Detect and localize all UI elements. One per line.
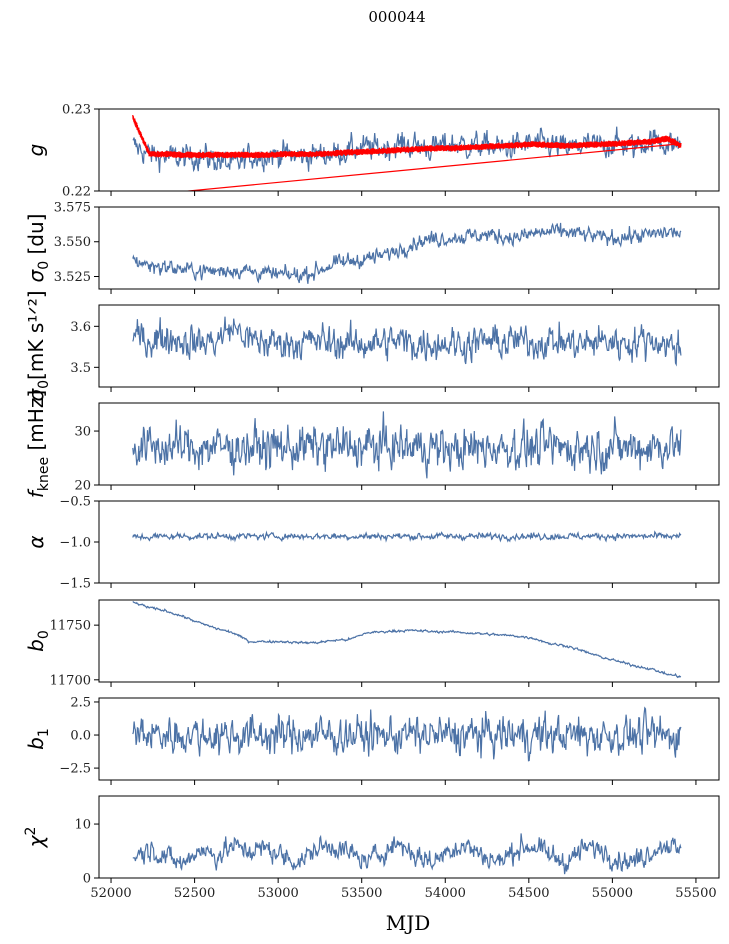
series-line-chi2	[132, 833, 682, 875]
series-line-fknee	[132, 411, 682, 479]
panel-7: −2.5 0.0 2.5 b1	[24, 695, 720, 785]
panel-4: 20 30 fknee [mHz]	[24, 390, 720, 498]
axes-frame	[98, 500, 720, 584]
panel-3: 3.5 3.6 σ0[mK s¹ᐟ²]	[24, 290, 720, 402]
x-tick-label: 52500	[174, 886, 215, 901]
y-tick-label: 20	[74, 479, 91, 494]
y-axis-label: χ2	[23, 827, 48, 849]
x-tick-label: 55500	[675, 886, 716, 901]
y-axis-label: α	[24, 535, 48, 548]
y-tick-label: 3.550	[54, 235, 91, 250]
y-tick-label: −1.5	[59, 577, 91, 592]
series-line-sigma0_du	[132, 222, 682, 284]
x-tick-label: 53000	[257, 886, 298, 901]
series-line-b1	[132, 706, 682, 762]
y-axis-label: σ0 [du]	[24, 214, 52, 283]
axes-frame	[98, 108, 720, 192]
y-tick-label: 0	[83, 872, 91, 887]
axes-frame	[98, 304, 720, 388]
y-tick-label: 3.6	[70, 320, 91, 335]
y-axis-label: fknee [mHz]	[24, 390, 52, 498]
axes-frame	[98, 402, 720, 486]
y-tick-label: 2.5	[70, 695, 91, 710]
y-tick-label: 11750	[50, 619, 91, 634]
series-line-g-model	[132, 114, 682, 191]
y-axis-label: σ0[mK s¹ᐟ²]	[24, 290, 52, 401]
y-tick-label: 3.5	[70, 361, 91, 376]
y-tick-label: 30	[74, 425, 91, 440]
x-tick-label: 53500	[341, 886, 382, 901]
series-line-b0	[132, 600, 682, 679]
y-tick-label: 0.22	[62, 185, 91, 200]
chart-title: 000044	[368, 8, 425, 26]
y-axis-label: b0	[24, 630, 52, 652]
panel-1: 0.22 0.23 g	[24, 103, 720, 200]
y-tick-label: 0.0	[70, 729, 91, 744]
axes-frame	[98, 206, 720, 290]
panel-8: 0 10 52000 52500 53000 53500 54000 54500 55000 55…	[23, 795, 720, 901]
y-tick-label: −2.5	[59, 762, 91, 777]
y-tick-label: 0.23	[62, 103, 91, 118]
axes-frame	[98, 795, 720, 879]
y-tick-label: 3.525	[54, 270, 91, 285]
y-tick-label: 3.575	[54, 201, 91, 216]
y-tick-label: −0.5	[59, 495, 91, 510]
y-axis-label: b1	[24, 728, 52, 750]
series-line-sigma0_mK	[132, 316, 682, 367]
y-tick-label: −1.0	[59, 536, 91, 551]
axes-frame	[98, 599, 720, 683]
x-tick-label: 54000	[425, 886, 466, 901]
panel-5: −1.5 −1.0 −0.5 α	[24, 495, 720, 592]
y-tick-label: 11700	[50, 673, 91, 688]
y-tick-label: 10	[74, 818, 91, 833]
y-axis-label: g	[24, 144, 48, 157]
x-tick-label: 52000	[90, 886, 131, 901]
series-line-alpha	[132, 530, 682, 543]
axes-frame	[98, 697, 720, 781]
x-tick-label: 55000	[592, 886, 633, 901]
x-tick-label: 54500	[508, 886, 549, 901]
x-axis-label: MJD	[386, 911, 431, 935]
